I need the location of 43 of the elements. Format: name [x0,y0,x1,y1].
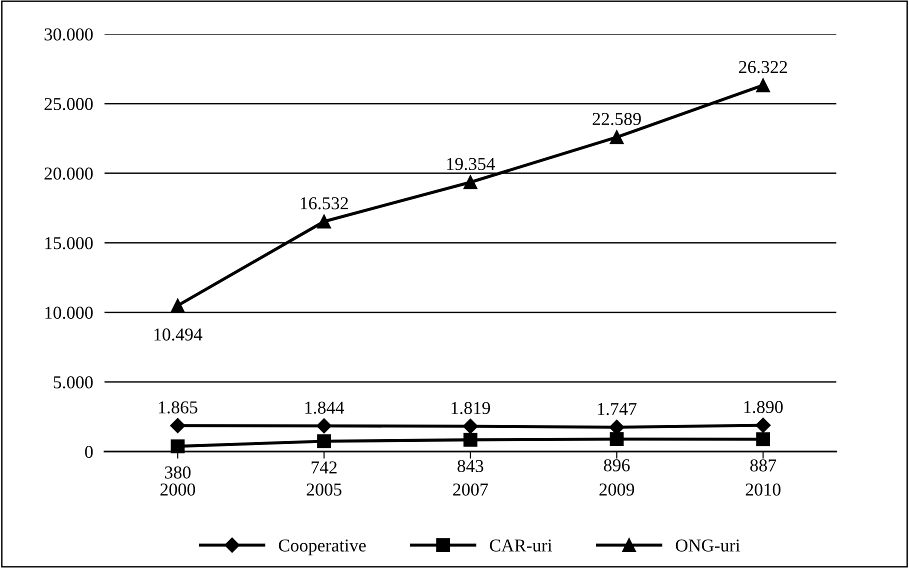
y-tick-label: 15.000 [45,237,93,250]
y-tick-label: 30.000 [44,28,93,41]
point [170,418,186,434]
x-tick-label: 2005 [306,483,342,496]
data-label: 742 [312,461,337,474]
data-label: 26.322 [739,60,787,74]
point [756,78,770,92]
point [317,214,332,228]
point [610,130,624,144]
point [610,432,624,446]
point [463,432,478,447]
point [316,418,332,434]
data-label: 1.890 [744,400,783,414]
x-tick-label: 2009 [599,483,634,496]
legend-label: Cooperative [278,539,366,556]
point [463,175,478,190]
y-tick-label: 0 [85,446,93,458]
data-label: 843 [458,460,484,472]
x-tick-label: 2010 [746,483,780,496]
point [170,298,185,312]
data-label: 16.532 [300,197,348,210]
x-tick-label: 2007 [453,483,488,496]
data-label: 22.589 [592,112,641,126]
y-tick-label: 25.000 [44,98,93,110]
data-label: 887 [750,459,776,472]
y-tick-label: 20.000 [44,167,93,180]
data-label: 1.747 [598,403,637,416]
data-label: 380 [165,466,191,479]
y-tick-label: 5.000 [54,376,93,388]
data-label: 1.844 [305,402,344,414]
point [756,418,771,433]
legend-label: ONG-uri [676,539,740,552]
data-label: 1.819 [452,402,490,414]
x-tick-label: 2000 [160,483,196,496]
point [756,432,770,446]
legend-label: CAR-uri [490,539,552,552]
data-label: 19.354 [447,158,495,170]
data-label: 896 [604,459,630,472]
y-tick-label: 10.000 [45,306,93,319]
point [317,434,332,448]
point [462,418,478,434]
data-label: 10.494 [154,328,202,341]
data-label: 1.865 [158,401,198,414]
